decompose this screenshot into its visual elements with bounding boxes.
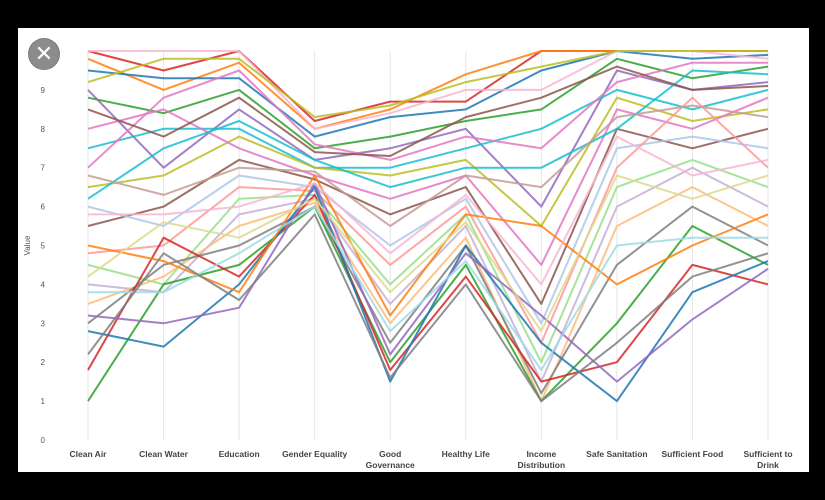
y-tick-label: 6 <box>41 203 46 212</box>
category-label: Sufficient Food <box>662 449 724 459</box>
series-line <box>87 96 769 266</box>
y-tick-label: 0 <box>41 436 46 445</box>
series-line <box>87 205 769 395</box>
y-tick-label: 5 <box>41 242 46 251</box>
y-tick-label: 9 <box>41 86 46 95</box>
category-label: Clean Water <box>139 449 189 459</box>
category-label: Safe Sanitation <box>586 449 647 459</box>
series-line <box>87 50 768 119</box>
close-icon: ✕ <box>34 41 54 66</box>
series-line <box>88 205 768 371</box>
category-label: Income Distribution <box>517 449 565 470</box>
y-tick-labels: 0 1 2 3 4 5 6 7 8 9 <box>41 86 46 445</box>
category-label: Healthy Life <box>442 449 490 459</box>
close-button[interactable]: ✕ <box>29 39 59 69</box>
category-label: Clean Air <box>69 449 107 459</box>
category-labels: Clean Air Clean Water Education Gender Equa… <box>69 449 792 470</box>
category-label: Gender Equality <box>282 449 347 459</box>
category-label: Education <box>219 449 260 459</box>
series-line <box>87 65 769 157</box>
category-label: Sufficient to Drink <box>743 449 792 470</box>
y-tick-label: 3 <box>41 319 46 328</box>
series-line <box>87 96 769 227</box>
series-line <box>87 174 769 333</box>
series-line <box>87 61 768 169</box>
series-line <box>87 69 769 208</box>
y-tick-label: 7 <box>41 164 46 173</box>
series-line <box>87 182 769 383</box>
series-line <box>87 213 769 403</box>
series-line <box>87 50 769 138</box>
series-line <box>87 135 769 325</box>
y-tick-label: 1 <box>41 397 46 406</box>
y-tick-label: 4 <box>41 280 46 289</box>
series-lines <box>87 50 769 403</box>
series-line <box>87 69 769 200</box>
series-line <box>87 96 769 344</box>
series-line <box>88 135 769 286</box>
y-axis-title: Value <box>23 235 32 255</box>
series-line <box>87 158 769 364</box>
y-tick-label: 8 <box>41 125 46 134</box>
series-line <box>87 104 769 227</box>
y-tick-label: 2 <box>41 358 46 367</box>
category-label: Good Governance <box>366 449 415 470</box>
series-line <box>87 57 769 150</box>
series-line <box>87 186 769 403</box>
series-line <box>87 193 769 383</box>
